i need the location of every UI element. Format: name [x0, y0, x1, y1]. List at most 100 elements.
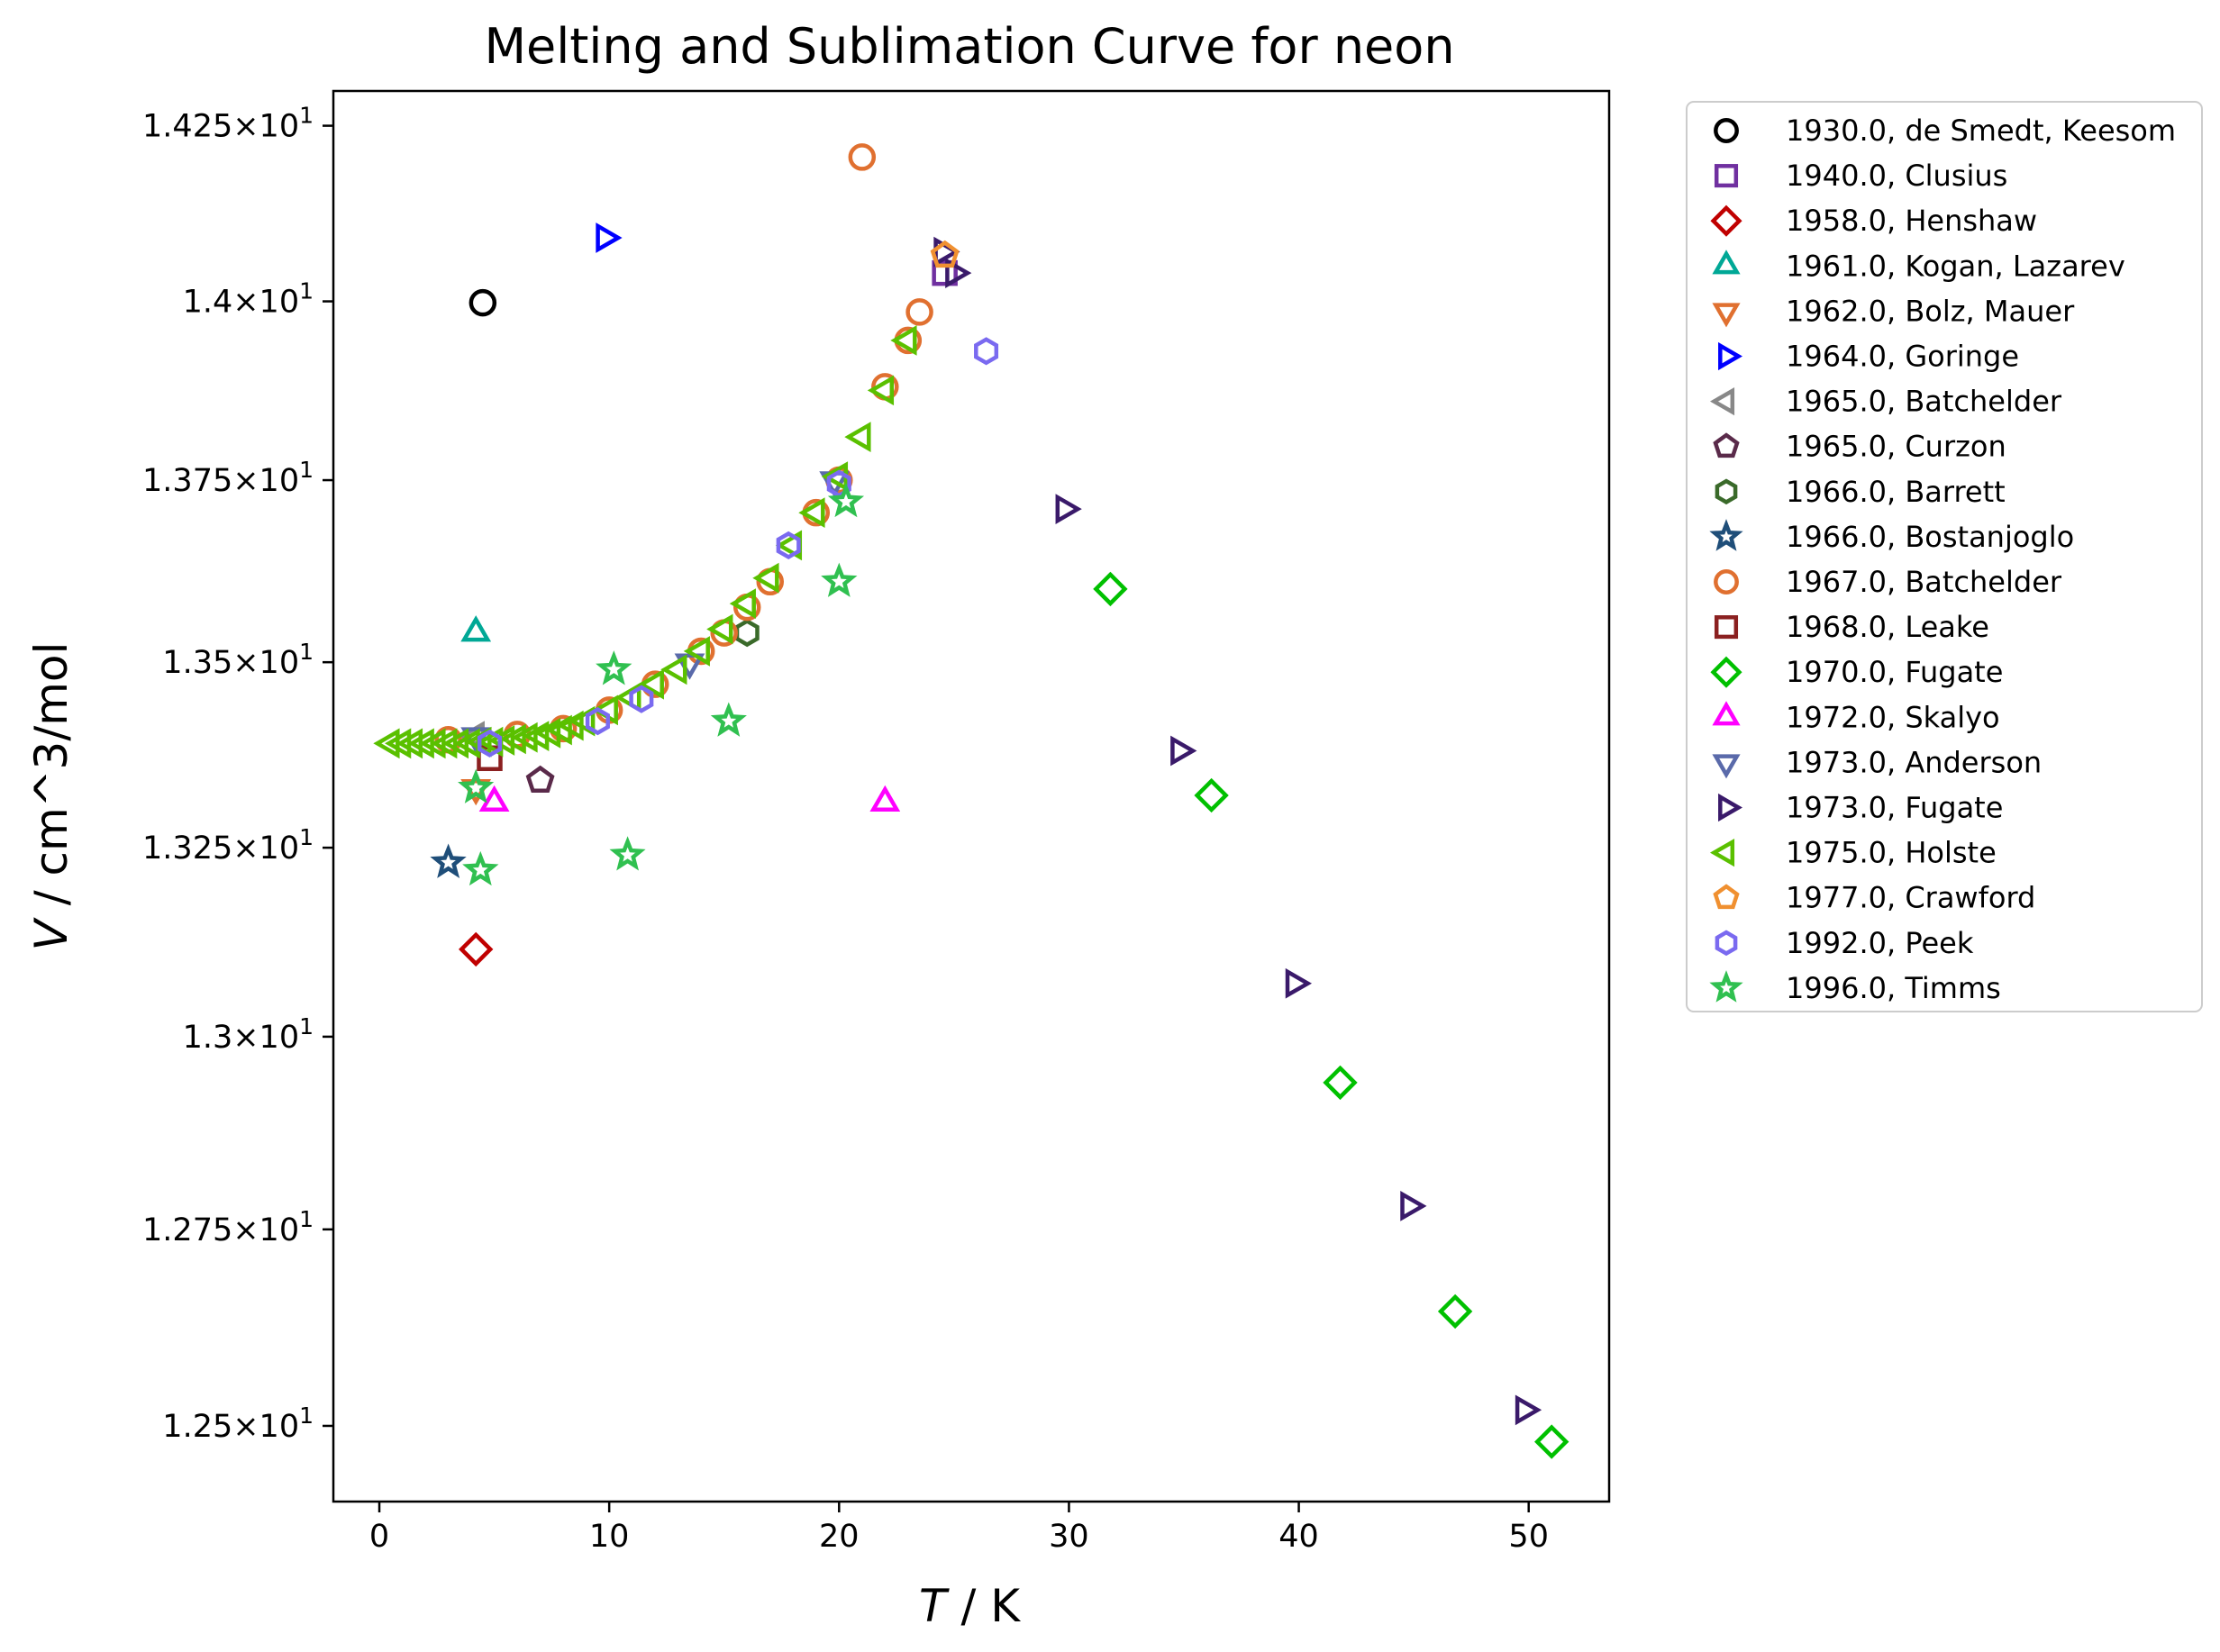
data-point — [637, 668, 664, 700]
data-point — [706, 613, 733, 645]
legend-label: 1975.0, Holste — [1786, 836, 1997, 870]
x-tick-label: 10 — [589, 1519, 630, 1555]
data-point — [569, 705, 596, 737]
data-point — [867, 375, 895, 406]
data-point — [585, 707, 610, 736]
series-8 — [734, 619, 760, 648]
data-point — [469, 288, 497, 317]
x-tick-label: 30 — [1049, 1519, 1089, 1555]
legend-marker — [1709, 519, 1743, 551]
legend-label: 1930.0, de Smedt, Keesom — [1786, 113, 2176, 148]
legend-label: 1973.0, Anderson — [1786, 745, 2042, 779]
legend-marker — [1714, 118, 1739, 143]
data-point — [660, 654, 687, 685]
data-point — [499, 723, 526, 755]
legend-marker — [1713, 884, 1740, 910]
data-point — [511, 722, 538, 753]
series-18 — [477, 337, 999, 758]
y-tick-label: 1.325×101 — [142, 824, 314, 867]
data-point — [462, 850, 499, 886]
data-point — [869, 785, 901, 812]
legend-marker — [1714, 569, 1739, 595]
legend-label: 1992.0, Peek — [1786, 926, 1974, 960]
y-tick-label: 1.375×101 — [142, 457, 314, 499]
x-tick-label: 20 — [819, 1519, 860, 1555]
legend-marker — [1710, 656, 1742, 688]
legend-marker — [1718, 341, 1742, 371]
data-point — [827, 483, 865, 518]
legend-marker — [1712, 250, 1741, 275]
legend-marker — [1715, 478, 1738, 505]
series-14 — [460, 471, 851, 754]
data-point — [1170, 735, 1197, 767]
legend-marker — [1709, 387, 1735, 416]
series-9 — [430, 843, 467, 878]
legend-label: 1977.0, Crawford — [1786, 881, 2035, 915]
series-16 — [373, 325, 917, 759]
x-axis-label: T / K — [919, 1580, 1021, 1632]
data-point — [441, 728, 469, 759]
legend-marker — [1718, 793, 1742, 822]
data-points — [373, 143, 1569, 1459]
data-point — [487, 725, 515, 756]
legend-label: 1940.0, Clusius — [1786, 159, 2007, 193]
data-point — [459, 931, 494, 967]
series-3 — [460, 615, 492, 642]
legend-label: 1970.0, Fugate — [1786, 655, 2003, 689]
y-tick-label: 1.425×101 — [142, 103, 314, 145]
data-point — [734, 619, 760, 648]
legend-marker — [1714, 615, 1739, 640]
data-point — [460, 615, 492, 642]
x-tick-label: 0 — [369, 1519, 389, 1555]
data-point — [1437, 1293, 1473, 1330]
data-point — [844, 422, 871, 452]
legend-label: 1964.0, Goringe — [1786, 340, 2019, 374]
data-point — [1515, 1394, 1542, 1426]
data-point — [1093, 571, 1128, 607]
y-tick-label: 1.25×101 — [162, 1402, 314, 1445]
data-point — [629, 685, 654, 713]
x-tick-label: 50 — [1508, 1519, 1549, 1555]
data-point — [609, 836, 646, 871]
data-point — [729, 588, 756, 619]
series-1 — [932, 259, 958, 286]
data-point — [905, 298, 933, 326]
legend-marker — [1713, 432, 1740, 458]
data-point — [776, 531, 801, 559]
series-12 — [1093, 571, 1569, 1459]
data-point — [614, 682, 641, 713]
y-tick-label: 1.3×101 — [183, 1013, 314, 1056]
legend-marker — [1712, 701, 1741, 726]
legend-marker — [1712, 303, 1741, 328]
data-point — [525, 765, 555, 794]
legend-frame — [1686, 101, 2203, 1012]
series-19 — [458, 483, 865, 886]
y-axis-ticks: 1.25×101 1.275×101 1.3×101 1.325×101 1.35×10… — [142, 103, 333, 1445]
legend: 1930.0, de Smedt, Keesom 1940.0, Clusius 1… — [1686, 101, 2203, 1012]
plot-frame — [332, 89, 1611, 1503]
data-point — [430, 843, 467, 878]
series-5 — [596, 222, 623, 253]
legend-marker — [1709, 839, 1735, 867]
legend-marker — [1710, 204, 1742, 237]
data-point — [848, 143, 877, 171]
legend-label: 1967.0, Batchelder — [1786, 565, 2062, 599]
legend-marker — [1709, 970, 1743, 1003]
legend-marker — [1715, 930, 1738, 957]
data-point — [596, 222, 623, 253]
y-axis-label: V / cm^3/mol — [25, 642, 77, 951]
data-point — [710, 702, 747, 737]
data-point — [798, 497, 825, 528]
series-2 — [459, 931, 494, 967]
data-point — [478, 785, 510, 812]
legend-marker — [1712, 754, 1741, 779]
legend-label: 1966.0, Barrett — [1786, 475, 2006, 509]
data-point — [821, 562, 858, 597]
chart-title: Melting and Sublimation Curve for neon — [484, 18, 1454, 75]
data-point — [932, 259, 958, 286]
series-7 — [525, 765, 555, 794]
legend-label: 1965.0, Batchelder — [1786, 385, 2062, 419]
data-point — [930, 240, 960, 268]
series-17 — [930, 240, 960, 268]
